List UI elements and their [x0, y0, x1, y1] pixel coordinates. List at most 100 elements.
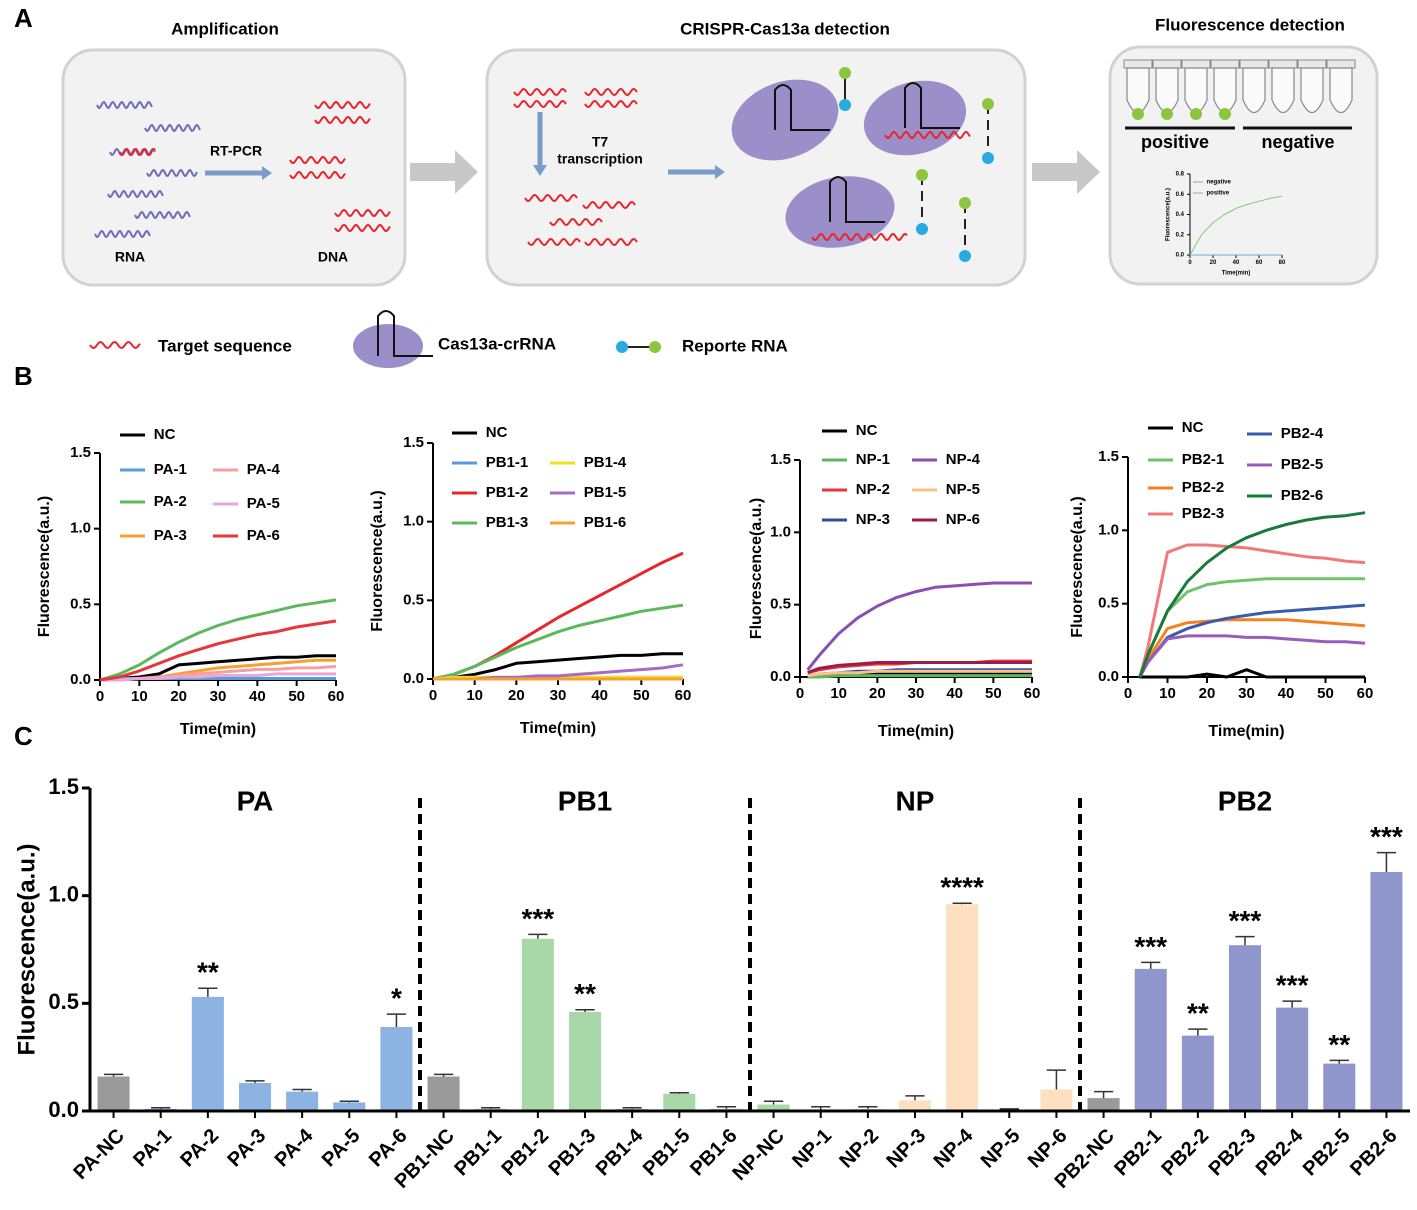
legend-label: PB1-6	[584, 514, 627, 531]
legend-label: NP-5	[946, 481, 980, 498]
y-tick-label: 0.5	[403, 591, 424, 608]
bar	[521, 938, 554, 1111]
tube	[1329, 67, 1353, 114]
series-line	[807, 661, 1032, 675]
series-line	[1139, 668, 1365, 679]
y-axis-label: Fluorescence(a.u.)	[36, 496, 53, 637]
x-tick-label: 0	[1188, 260, 1192, 266]
tube-cap	[1239, 59, 1269, 69]
error-bar	[1235, 935, 1255, 946]
series-line	[1138, 618, 1366, 678]
error-bar	[952, 902, 972, 905]
legend-label: PA-6	[247, 527, 280, 544]
x-tick-label: 60	[1357, 685, 1374, 702]
x-tick-label: 0	[96, 688, 104, 705]
legend-label: PA-1	[154, 461, 187, 478]
sequence-wave	[107, 189, 164, 199]
error-bar	[575, 1009, 595, 1012]
x-tick-label: 0	[429, 687, 437, 704]
bar	[898, 1100, 932, 1111]
x-tick-label: NP-2	[835, 1125, 883, 1173]
x-tick-label: 20	[1199, 685, 1216, 702]
x-tick-label: NP-4	[930, 1124, 978, 1172]
x-tick-label: PB2-1	[1110, 1125, 1166, 1181]
sequence-wave	[524, 193, 578, 203]
legend-label: NP-3	[856, 511, 890, 528]
series-line	[432, 603, 684, 681]
sequence-wave	[584, 87, 638, 97]
bar	[1228, 945, 1262, 1111]
series-line	[100, 672, 336, 682]
bar	[286, 1091, 319, 1111]
cas13a-protein	[785, 176, 895, 248]
reporter-quencher	[839, 99, 851, 111]
bar	[1323, 1063, 1356, 1111]
x-tick-label: 30	[908, 685, 925, 702]
series-line	[1138, 511, 1366, 678]
bar	[1276, 1007, 1309, 1111]
sequence-wave	[289, 170, 346, 180]
x-tick-label: 50	[985, 685, 1002, 702]
method-label: RT-PCR	[210, 143, 262, 159]
x-tick-label: 60	[1256, 260, 1263, 266]
step-title: CRISPR-Cas13a detection	[680, 19, 890, 38]
x-tick-label: PB2-4	[1252, 1124, 1308, 1180]
group-label: NP	[896, 785, 935, 816]
error-bar	[1329, 1059, 1349, 1064]
legend-label: positive	[1207, 191, 1230, 197]
tube-cap	[1152, 59, 1182, 69]
tube	[1213, 67, 1237, 114]
y-axis-label: Fluorescence(a.u.)	[369, 490, 386, 631]
legend-label: NC	[856, 422, 878, 439]
step-title: Amplification	[171, 19, 279, 38]
x-tick-label: 40	[1233, 260, 1240, 266]
x-tick-label: PB1-2	[497, 1125, 553, 1181]
error-bar	[622, 1107, 642, 1109]
error-bar	[716, 1105, 737, 1109]
significance: ***	[522, 903, 555, 934]
step-box	[61, 48, 407, 287]
negative-label: negative	[1261, 132, 1334, 152]
x-tick-label: 0	[796, 685, 804, 702]
x-tick-label: PB1-1	[450, 1125, 506, 1181]
x-tick-label: 10	[131, 688, 148, 705]
sequence-wave	[513, 87, 567, 97]
legend-label: negative	[1207, 180, 1232, 186]
x-tick-label: PB1-5	[639, 1125, 695, 1181]
x-tick-label: 40	[1278, 685, 1295, 702]
bar	[97, 1076, 130, 1111]
x-tick-label: 10	[830, 685, 847, 702]
sequence-wave	[94, 229, 151, 239]
group-label: PB1	[558, 785, 612, 816]
bar	[1134, 968, 1167, 1111]
x-axis-label: Time(min)	[1222, 271, 1251, 277]
y-tick-label: 0.5	[70, 595, 91, 612]
significance: **	[197, 957, 219, 988]
legend-label: PB1-3	[486, 514, 529, 531]
legend-label: NP-6	[946, 511, 980, 528]
error-bar	[339, 1100, 359, 1103]
sequence-wave	[584, 99, 638, 109]
y-tick-label: 0.6	[1176, 192, 1185, 198]
significance: *	[391, 982, 402, 1013]
legend-label: Target sequence	[158, 336, 292, 355]
significance: ***	[1134, 931, 1167, 962]
error-bar	[151, 1107, 171, 1109]
legend-label: PB2-6	[1281, 487, 1324, 504]
legend-label: PB1-4	[584, 454, 627, 471]
x-axis-label: Time(min)	[180, 721, 256, 738]
series-line	[99, 619, 337, 682]
flow-arrow	[1032, 150, 1100, 194]
bar	[1087, 1098, 1120, 1111]
x-tick-label: PB1-3	[545, 1125, 601, 1181]
reporter-quencher	[616, 341, 628, 353]
x-tick-label: PB2-6	[1346, 1125, 1402, 1181]
x-tick-label: 50	[1317, 685, 1334, 702]
error-bar	[198, 987, 218, 997]
x-tick-label: PA-1	[129, 1125, 176, 1172]
x-tick-label: PA-5	[318, 1125, 365, 1172]
tube-cap	[1297, 59, 1327, 69]
sequence-wave	[134, 210, 191, 220]
legend-label: PB2-4	[1281, 425, 1324, 442]
